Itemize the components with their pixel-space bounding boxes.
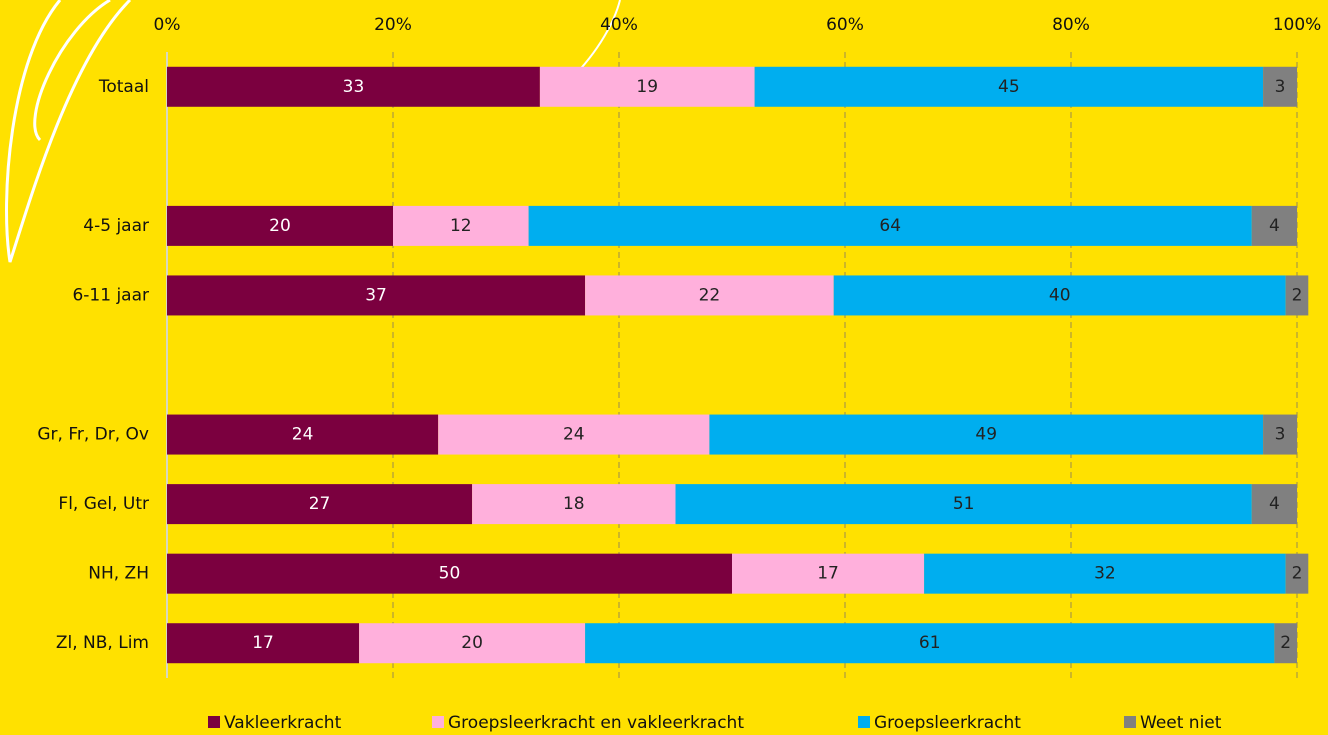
data-label: 33 — [343, 77, 365, 97]
data-label: 4 — [1269, 494, 1280, 514]
data-label: 40 — [1049, 285, 1071, 305]
data-label: 19 — [636, 77, 658, 97]
x-tick-label: 20% — [374, 15, 412, 35]
data-label: 37 — [365, 285, 387, 305]
data-label: 17 — [252, 633, 274, 653]
data-label: 51 — [953, 494, 975, 514]
chart: 0% 20% 40% 60% 80% 100% Totaal 33 19 45 3 4-5 jaar 2… — [0, 0, 1328, 735]
legend-swatch — [432, 716, 444, 728]
data-label: 20 — [461, 633, 483, 653]
data-label: 32 — [1094, 564, 1116, 584]
x-tick-label: 100% — [1273, 15, 1322, 35]
data-label: 20 — [269, 216, 291, 236]
legend-label: Groepsleerkracht en vakleerkracht — [448, 713, 744, 733]
y-tick-label: 6-11 jaar — [72, 285, 149, 305]
y-tick-label: Totaal — [98, 77, 149, 97]
data-label: 12 — [450, 216, 472, 236]
x-tick-label: 0% — [154, 15, 181, 35]
data-label: 2 — [1292, 285, 1303, 305]
y-tick-label: Fl, Gel, Utr — [58, 494, 149, 514]
y-tick-label: NH, ZH — [88, 564, 149, 584]
data-label: 64 — [879, 216, 901, 236]
data-label: 4 — [1269, 216, 1280, 236]
data-label: 18 — [563, 494, 585, 514]
legend-swatch — [858, 716, 870, 728]
legend-label: Groepsleerkracht — [874, 713, 1021, 733]
y-tick-label: Zl, NB, Lim — [56, 633, 149, 653]
data-label: 45 — [998, 77, 1020, 97]
x-tick-label: 40% — [600, 15, 638, 35]
data-label: 24 — [292, 425, 314, 445]
data-label: 2 — [1280, 633, 1291, 653]
data-label: 24 — [563, 425, 585, 445]
data-label: 61 — [919, 633, 941, 653]
data-label: 22 — [699, 285, 721, 305]
legend-label: Weet niet — [1140, 713, 1222, 733]
data-label: 2 — [1292, 564, 1303, 584]
data-label: 3 — [1275, 77, 1286, 97]
data-label: 27 — [309, 494, 331, 514]
legend-swatch — [208, 716, 220, 728]
x-tick-label: 80% — [1052, 15, 1090, 35]
data-label: 17 — [817, 564, 839, 584]
x-tick-label: 60% — [826, 15, 864, 35]
data-label: 50 — [439, 564, 461, 584]
legend-label: Vakleerkracht — [224, 713, 342, 733]
data-label: 49 — [975, 425, 997, 445]
y-tick-label: Gr, Fr, Dr, Ov — [37, 425, 149, 445]
y-tick-label: 4-5 jaar — [83, 216, 149, 236]
legend-swatch — [1124, 716, 1136, 728]
data-label: 3 — [1275, 425, 1286, 445]
